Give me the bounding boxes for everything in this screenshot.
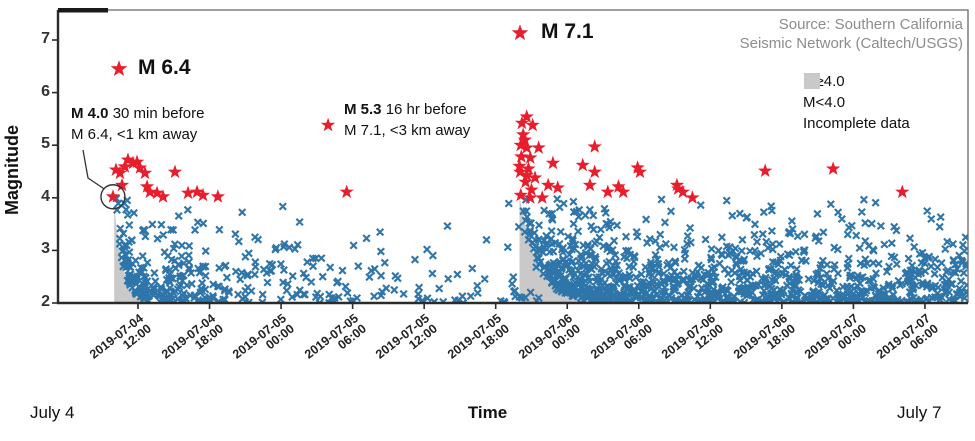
source-credit-line1: Source: Southern California [778,16,963,33]
annotation-foreshock-m53-rest: 16 hr before [385,101,467,118]
y-tick-label-5: 5 [41,135,50,153]
source-credit: Source: Southern California Seismic Netw… [740,15,963,53]
y-tick-label-3: 3 [41,240,50,258]
x-axis-start-date: July 4 [30,403,75,422]
annotation-m64-label: M 6.4 [138,56,191,79]
y-axis-title: Magnitude [2,125,22,215]
y-tick-label-6: 6 [41,82,50,100]
y-tick-label-7: 7 [41,30,50,47]
x-axis-end-date: July 7 [897,403,942,422]
incomplete-data-region-2 [519,196,618,303]
foreshock-leader-line [82,149,105,190]
annotation-foreshock-m40-rest: 30 min before [112,105,205,122]
foreshock-highlight-circle [100,184,126,210]
source-credit-line2: Seismic Network (Caltech/USGS) [739,35,963,52]
annotation-foreshock-m40-line2: M 6.4, <1 km away [71,126,198,143]
events-m-ge-4-series [105,109,910,204]
annotation-foreshock-m53: M 5.3 16 hr before M 7.1, <3 km away [344,99,470,141]
aftershocks-m-lt-4-series-2 [519,195,968,303]
legend-label-m-lt-4: M<4.0 [803,94,846,111]
annotation-m71-label: M 7.1 [541,20,594,43]
annotation-star-m71 [511,24,529,40]
data-points-layer [105,24,968,303]
legend-item-incomplete-data: Incomplete data [803,73,910,133]
frame-top-thick-segment [58,8,108,13]
legend-item-m-lt-4: M<4.0 [803,75,910,112]
legend-square-icon [804,73,820,89]
plot-frame-top-right [58,9,969,303]
x-axis-title: Time [467,403,508,422]
legend: M≥4.0 M<4.0 Incomplete data [803,72,910,133]
legend-label-incomplete-data: Incomplete data [803,115,910,132]
annotation-foreshock-m40: M 4.0 30 min before M 6.4, <1 km away [71,103,204,145]
plot-frame-left-bottom [56,10,968,305]
y-tick-label-2: 2 [41,293,50,310]
annotation-foreshock-m53-line2: M 7.1, <3 km away [344,122,471,139]
annotation-foreshock-m40-bold: M 4.0 [71,105,109,122]
annotation-foreshock-m53-bold: M 5.3 [344,101,382,118]
annotation-star-m64 [110,60,128,76]
y-tick-label-4: 4 [41,187,50,205]
